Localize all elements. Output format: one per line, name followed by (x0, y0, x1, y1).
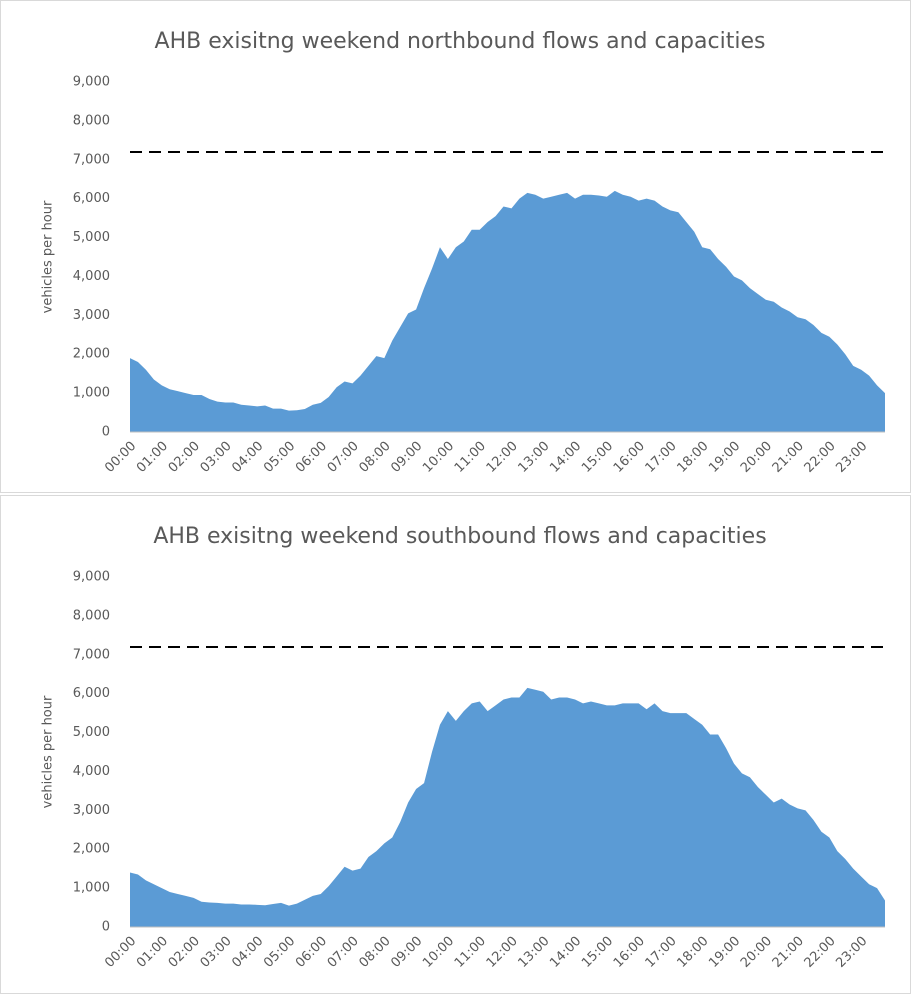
y-tick-label: 3,000 (73, 803, 110, 818)
y-axis-title: vehicles per hour (41, 695, 56, 808)
y-tick-label: 4,000 (73, 269, 110, 284)
y-tick-label: 3,000 (73, 308, 110, 323)
y-tick-label: 8,000 (73, 608, 110, 623)
area (130, 190, 885, 432)
y-tick-label: 8,000 (73, 113, 110, 128)
y-tick-label: 1,000 (73, 881, 110, 896)
y-axis-title: vehicles per hour (41, 200, 56, 313)
y-tick-label: 0 (102, 425, 110, 440)
y-tick-label: 5,000 (73, 725, 110, 740)
chart-title: AHB exisitng weekend southbound flows an… (153, 524, 766, 549)
y-tick-label: 2,000 (73, 347, 110, 362)
y-tick-label: 4,000 (73, 764, 110, 779)
y-tick-label: 9,000 (73, 75, 110, 90)
y-tick-label: 6,000 (73, 686, 110, 701)
y-tick-label: 2,000 (73, 842, 110, 857)
y-tick-label: 0 (102, 920, 110, 935)
y-tick-label: 7,000 (73, 647, 110, 662)
y-tick-label: 9,000 (73, 570, 110, 585)
y-tick-label: 6,000 (73, 191, 110, 206)
y-tick-label: 1,000 (73, 386, 110, 401)
area (130, 687, 885, 927)
y-tick-label: 7,000 (73, 152, 110, 167)
y-tick-label: 5,000 (73, 230, 110, 245)
chart-title: AHB exisitng weekend northbound flows an… (155, 29, 766, 54)
